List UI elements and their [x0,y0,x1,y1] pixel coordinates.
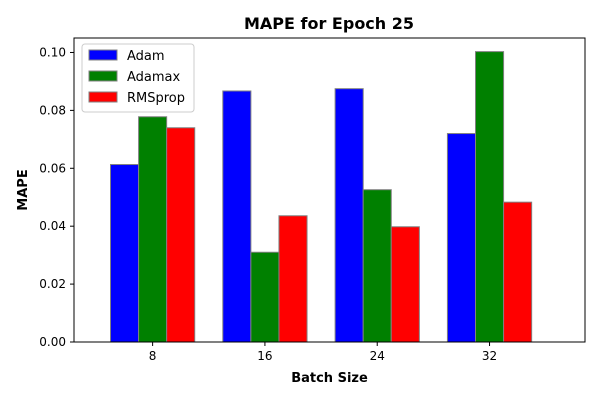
bar-adam-16 [222,90,252,343]
legend-label-rmsprop: RMSprop [127,91,185,106]
legend-label-adam: Adam [127,49,165,64]
plot-frame [73,37,586,343]
bar-adam-8 [110,164,140,343]
bar-adamax-8 [138,116,168,343]
y-axis-ticks: 0.00 0.02 0.04 0.06 0.08 0.10 [39,45,74,349]
x-tick-label: 24 [370,349,385,363]
legend: Adam Adamax RMSprop [81,43,195,113]
bar-rmsprop-24 [390,226,420,343]
x-tick-label: 8 [149,349,157,363]
bar-adam-32 [446,133,477,343]
y-tick-label: 0.00 [39,335,66,349]
bar-rmsprop-8 [166,127,196,343]
legend-label-adamax: Adamax [127,70,181,85]
bar-adam-24 [334,88,364,343]
bar-rmsprop-16 [278,215,308,343]
legend-swatch-adamax [88,70,118,82]
y-tick-label: 0.02 [39,277,66,291]
bar-adamax-16 [250,251,280,343]
y-tick-label: 0.06 [39,161,66,175]
y-tick-label: 0.04 [39,219,66,233]
bars-layer [110,51,533,343]
chart-title: MAPE for Epoch 25 [244,14,414,33]
y-tick-label: 0.08 [39,103,66,117]
x-tick-label: 16 [257,349,272,363]
bar-rmsprop-32 [503,201,533,343]
legend-swatch-rmsprop [88,91,118,103]
bar-adamax-32 [475,51,505,343]
x-axis-label: Batch Size [291,371,368,386]
legend-swatch-adam [88,49,118,61]
x-tick-label: 32 [482,349,497,363]
x-axis-ticks: 8 16 24 32 [149,342,497,363]
bar-adamax-24 [362,189,392,343]
y-axis-label: MAPE [16,169,31,210]
y-tick-label: 0.10 [39,45,66,59]
